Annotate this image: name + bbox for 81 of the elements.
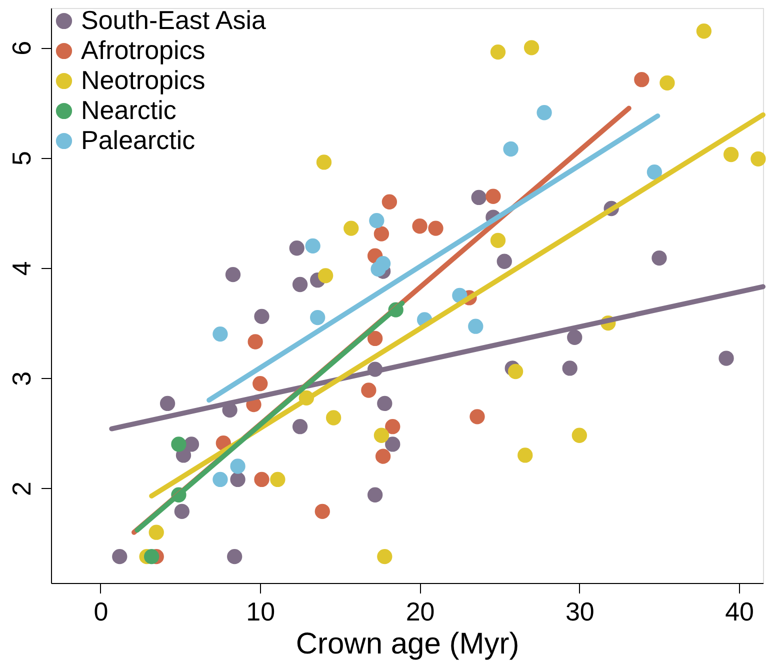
point	[370, 261, 386, 277]
point	[377, 396, 392, 412]
y-tick-label: 5	[6, 151, 36, 166]
point	[536, 105, 552, 120]
point	[723, 146, 739, 162]
point	[230, 458, 246, 474]
point	[374, 226, 390, 242]
point	[524, 40, 540, 56]
legend-label: Neotropics	[81, 65, 206, 95]
point	[212, 472, 228, 488]
y-tick-label: 2	[6, 482, 36, 496]
point	[227, 548, 242, 564]
point	[144, 548, 160, 564]
point	[382, 194, 398, 210]
point	[254, 472, 270, 488]
point	[412, 218, 428, 234]
point	[646, 164, 662, 180]
legend-label: South-East Asia	[81, 5, 267, 35]
point	[292, 419, 308, 434]
point	[375, 448, 391, 464]
point	[572, 428, 587, 443]
point	[270, 472, 286, 488]
point	[496, 254, 512, 269]
point	[318, 268, 334, 284]
x-tick-label: 40	[725, 596, 754, 626]
point	[361, 382, 376, 398]
point	[230, 472, 246, 488]
point	[344, 220, 359, 236]
point	[470, 409, 485, 424]
point	[367, 330, 383, 346]
point	[367, 487, 383, 502]
x-tick-label: 0	[94, 596, 108, 626]
point	[310, 310, 326, 326]
point	[385, 419, 400, 434]
point	[468, 318, 484, 334]
point	[471, 190, 486, 206]
point	[508, 364, 524, 380]
point	[225, 267, 241, 282]
point	[292, 276, 308, 292]
point	[316, 154, 332, 170]
point	[174, 504, 190, 519]
point	[305, 238, 320, 254]
point	[518, 448, 533, 463]
point	[660, 75, 675, 90]
point	[289, 240, 304, 256]
point	[696, 24, 712, 39]
y-tick-label: 3	[6, 371, 36, 386]
point	[326, 410, 342, 426]
point	[718, 350, 734, 366]
point	[148, 524, 164, 540]
x-tick-label: 30	[565, 596, 594, 626]
point	[428, 220, 444, 236]
point	[634, 72, 650, 88]
y-tick-label: 4	[6, 261, 36, 276]
point	[112, 548, 128, 564]
point	[567, 330, 582, 345]
x-axis-title: Crown age (Myr)	[296, 628, 520, 660]
point	[212, 326, 228, 342]
point	[750, 151, 766, 166]
x-tick-label: 20	[406, 596, 435, 626]
x-tick-label: 10	[246, 596, 276, 626]
point	[374, 428, 390, 443]
point	[490, 232, 506, 248]
point	[252, 376, 268, 392]
point	[254, 308, 270, 324]
point	[490, 44, 506, 60]
point	[503, 141, 518, 157]
point	[369, 213, 384, 228]
point	[160, 396, 176, 412]
point	[314, 504, 330, 519]
point	[171, 436, 186, 452]
legend-label: Afrotropics	[81, 35, 206, 65]
point	[385, 436, 400, 452]
point	[652, 250, 667, 266]
legend-label: Nearctic	[81, 95, 176, 125]
point	[486, 188, 501, 204]
legend-label: Palearctic	[81, 125, 196, 155]
point	[377, 548, 392, 564]
point	[562, 360, 578, 376]
point	[248, 334, 263, 350]
y-tick-label: 6	[6, 40, 36, 56]
